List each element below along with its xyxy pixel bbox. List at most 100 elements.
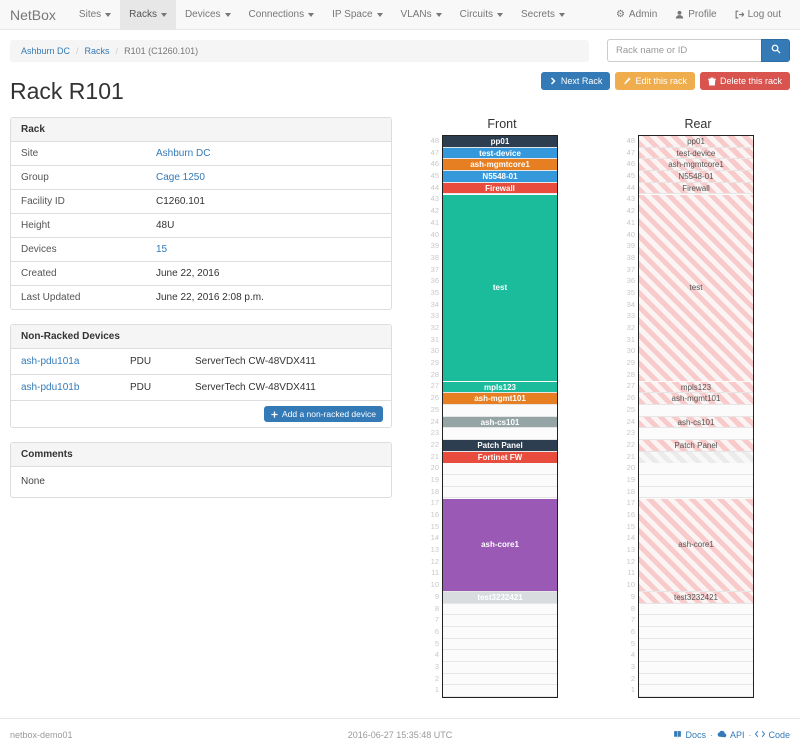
brand-logo[interactable]: NetBox	[10, 6, 56, 23]
attr-row-site: Site Ashburn DC	[11, 142, 391, 166]
nav-item-devices[interactable]: Devices	[176, 0, 240, 29]
next-rack-button[interactable]: Next Rack	[540, 72, 611, 90]
rack-device-fortinet-fw[interactable]: Fortinet FW	[443, 451, 557, 463]
rack-unit	[639, 440, 753, 452]
rack-unit	[639, 405, 753, 417]
pencil-icon	[623, 77, 631, 85]
rack-unit	[639, 159, 753, 172]
nav-item-sites[interactable]: Sites	[70, 0, 120, 29]
nav-item-logout[interactable]: Log out	[726, 0, 790, 29]
unit-number: 38	[430, 252, 439, 262]
unit-number: 31	[626, 334, 635, 344]
edit-rack-button[interactable]: Edit this rack	[615, 72, 695, 90]
non-racked-body: ash-pdu101a PDU ServerTech CW-48VDX411 ash-…	[11, 349, 391, 401]
docs-link[interactable]: Docs	[673, 730, 706, 741]
device-label: ash-mgmt101	[474, 394, 526, 404]
panel-title: Non-Racked Devices	[11, 325, 391, 349]
rack-device-test3232421[interactable]: test3232421	[639, 592, 753, 603]
nav-item-profile[interactable]: Profile	[666, 0, 725, 29]
unit-number: 7	[630, 615, 635, 625]
footer: netbox-demo01 2016-06-27 15:35:48 UTC Do…	[0, 717, 800, 752]
add-non-racked-device-button[interactable]: Add a non-racked device	[263, 406, 383, 422]
code-icon	[755, 730, 766, 740]
rack-device-mpls123[interactable]: mpls123	[639, 381, 753, 393]
unit-number: 27	[430, 381, 439, 391]
comments-panel: Comments None	[10, 442, 392, 498]
breadcrumb-link[interactable]: Ashburn DC	[21, 45, 71, 56]
nav-item-ip-space[interactable]: IP Space	[323, 0, 391, 29]
nav-item-vlans[interactable]: VLANs	[392, 0, 451, 29]
unit-number: 46	[430, 159, 439, 169]
unit-number: 5	[434, 638, 439, 648]
nav-item-admin[interactable]: ⚙ Admin	[607, 0, 666, 29]
attr-value[interactable]: 15	[156, 244, 168, 255]
rack-device-firewall[interactable]: Firewall	[443, 182, 557, 194]
nav-item-circuits[interactable]: Circuits	[451, 0, 512, 29]
rack-unit	[443, 370, 557, 382]
breadcrumb-link[interactable]: Racks	[84, 45, 110, 56]
api-link[interactable]: API	[717, 730, 744, 740]
unit-number: 29	[626, 358, 635, 368]
rack-device-mpls123[interactable]: mpls123	[443, 381, 557, 393]
rack-device-patch-panel[interactable]: Patch Panel	[639, 440, 753, 451]
rack-device-ash-mgmt101[interactable]: ash-mgmt101	[639, 393, 753, 405]
search-input[interactable]	[607, 39, 761, 62]
rack-device-test-device[interactable]: test-device	[639, 147, 753, 159]
rack-device-firewall[interactable]: Firewall	[639, 182, 753, 194]
unit-number: 45	[626, 171, 635, 181]
unit-number: 34	[430, 299, 439, 309]
unit-number: 10	[430, 580, 439, 590]
device-link[interactable]: ash-pdu101a	[21, 356, 80, 367]
separator: ·	[748, 730, 752, 741]
nav-item-connections[interactable]: Connections	[240, 0, 324, 29]
device-label: Patch Panel	[674, 441, 718, 451]
code-link[interactable]: Code	[755, 730, 790, 740]
attr-value[interactable]: Ashburn DC	[156, 148, 211, 159]
breadcrumb-separator: /	[115, 45, 119, 56]
device-label: pp01	[687, 136, 705, 146]
rack-device-test3232421[interactable]: test3232421	[443, 592, 557, 603]
rack-device-ash-cs101[interactable]: ash-cs101	[443, 416, 557, 428]
unit-number: 2	[630, 673, 635, 683]
rack-device-n5548-01[interactable]: N5548-01	[639, 171, 753, 182]
rack-device-fortinet-fw[interactable]	[639, 451, 753, 463]
nav-item-secrets[interactable]: Secrets	[512, 0, 574, 29]
device-label: Firewall	[682, 183, 710, 193]
rack-unit	[639, 381, 753, 394]
unit-number: 20	[430, 463, 439, 473]
rear-rack: 48 47 46 45 44 43 42 41 40 39 38 37 36 35 34 33 32 31 30 29…	[622, 135, 756, 698]
rack-device-n5548-01[interactable]: N5548-01	[443, 171, 557, 182]
unit-number: 16	[430, 510, 439, 519]
link-label: Code	[768, 730, 790, 741]
rack-device-test[interactable]: test	[443, 194, 557, 381]
action-buttons: Next Rack Edit this rack Delete this rac…	[540, 72, 790, 90]
device-label: ash-mgmt101	[671, 394, 721, 404]
rack-device-ash-mgmtcore1[interactable]: ash-mgmtcore1	[443, 159, 557, 171]
delete-rack-button[interactable]: Delete this rack	[699, 72, 790, 90]
rack-device-test-device[interactable]: test-device	[443, 147, 557, 159]
rack-device-ash-mgmtcore1[interactable]: ash-mgmtcore1	[639, 159, 753, 171]
rack-unit	[639, 580, 753, 592]
device-label: Fortinet FW	[477, 452, 523, 462]
attr-value: June 22, 2016 2:08 p.m.	[156, 292, 264, 303]
rack-device-ash-mgmt101[interactable]: ash-mgmt101	[443, 393, 557, 405]
breadcrumb-separator: /	[76, 45, 79, 56]
unit-number: 21	[430, 451, 439, 461]
rack-device-ash-core1[interactable]: ash-core1	[639, 498, 753, 592]
rack-device-pp01[interactable]: pp01	[443, 136, 557, 147]
rack-device-test[interactable]: test	[639, 194, 753, 381]
unit-number: 38	[626, 252, 635, 262]
rack-unit	[639, 639, 753, 651]
rack-device-ash-core1[interactable]: ash-core1	[443, 498, 557, 592]
unit-numbers: 48 47 46 45 44 43 42 41 40 39 38 37 36 35 34 33 32 31 30 29…	[426, 135, 442, 698]
rack-device-pp01[interactable]: pp01	[639, 136, 753, 147]
device-link[interactable]: ash-pdu101b	[21, 382, 80, 393]
logout-icon	[735, 10, 744, 19]
rack-device-patch-panel[interactable]: Patch Panel	[443, 440, 557, 451]
nav-item-racks[interactable]: Racks	[120, 0, 176, 29]
attr-label: Last Updated	[21, 292, 81, 303]
rack-device-ash-cs101[interactable]: ash-cs101	[639, 416, 753, 428]
footer-hostname: netbox-demo01	[10, 730, 73, 741]
search-button[interactable]	[761, 39, 790, 62]
attr-value[interactable]: Cage 1250	[156, 172, 205, 183]
